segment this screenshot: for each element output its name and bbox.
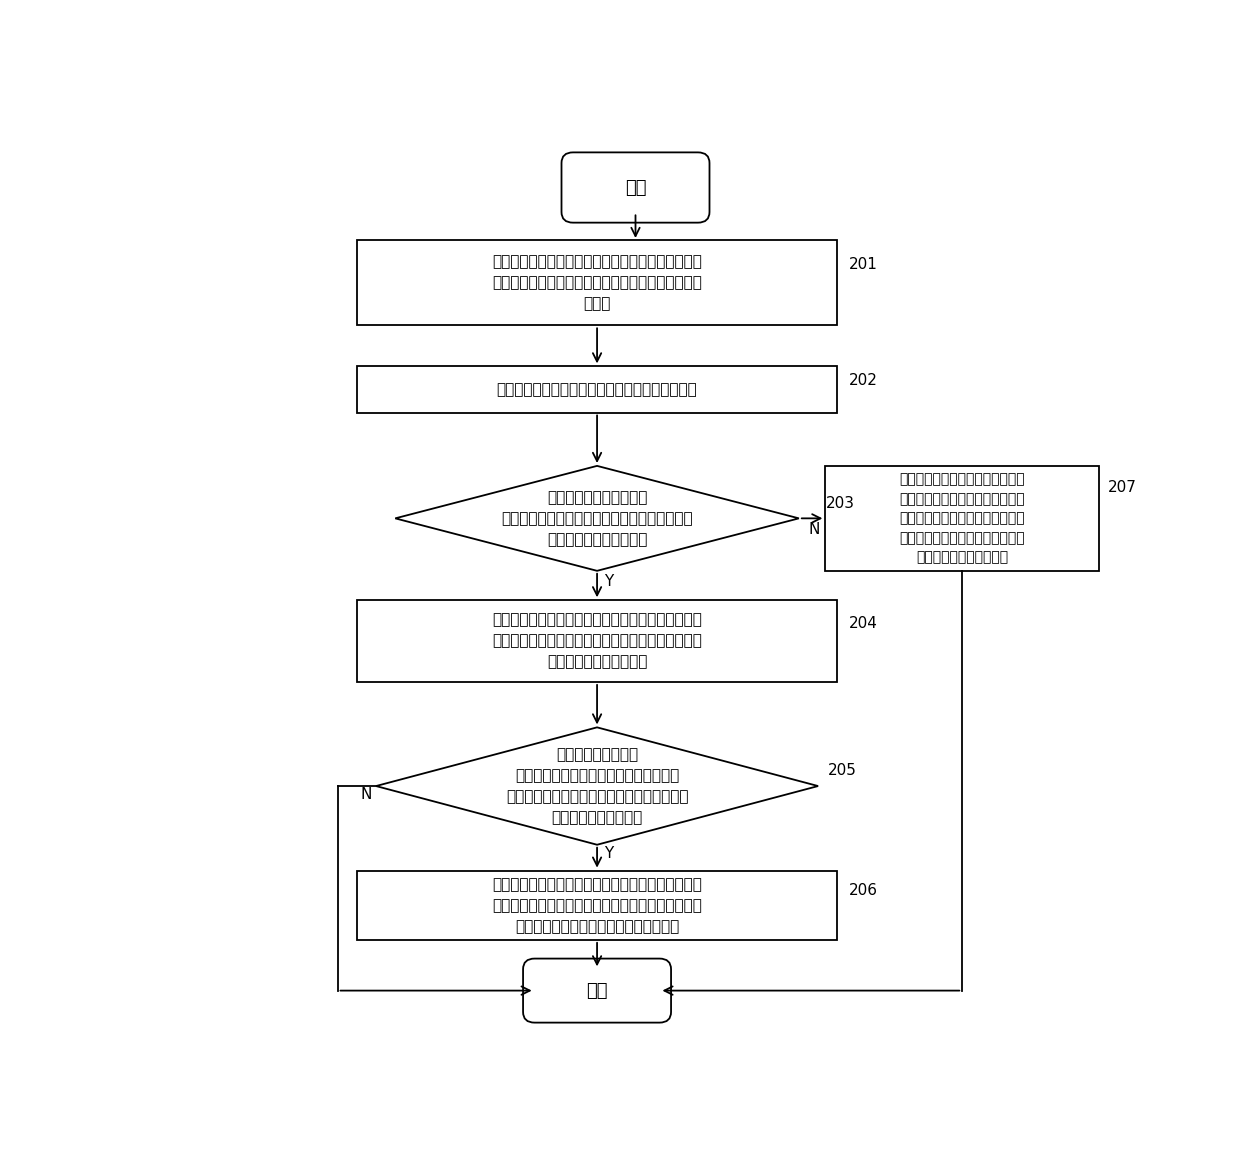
Bar [826,465,1099,571]
Polygon shape [396,465,799,571]
Text: 203: 203 [826,495,854,511]
Text: 后台服务器向闸机设备反馈第一成功匹配提示，以使
该闸机设备在接收到该第一成功匹配提示时，根据该
第一成功匹配提示控制其对应的闸门开启: 后台服务器向闸机设备反馈第一成功匹配提示，以使 该闸机设备在接收到该第一成功匹配… [492,877,702,933]
Text: 后台服务器接收蓝牙探测设备发送的蓝牙设备标识: 后台服务器接收蓝牙探测设备发送的蓝牙设备标识 [497,382,697,397]
Text: 206: 206 [849,882,878,897]
Text: 结束: 结束 [587,982,608,999]
Text: 202: 202 [849,373,878,388]
Text: 201: 201 [849,258,878,273]
Bar [357,871,837,940]
Bar [357,366,837,412]
FancyBboxPatch shape [523,959,671,1022]
FancyBboxPatch shape [562,152,709,223]
Text: Y: Y [604,847,613,862]
Text: 后台服务器根据蓝牙设备
标识判断预先创建的人脸数据库是否存在该蓝牙
设备标识对应的脸部特征: 后台服务器根据蓝牙设备 标识判断预先创建的人脸数据库是否存在该蓝牙 设备标识对应… [501,490,693,546]
Text: 204: 204 [849,616,878,631]
Text: 后台服务器接收闸机
设备发送的某一乘客的目标脸部特征，并
判断该目标脸部特征是否与优先识别数据库中
的某一脸部特征相匹配: 后台服务器接收闸机 设备发送的某一乘客的目标脸部特征，并 判断该目标脸部特征是否… [506,747,688,825]
Text: 205: 205 [828,762,857,777]
Bar [357,240,837,325]
Text: 蓝牙探测设备识别在预设可识别区域范围内的移动设
备的蓝牙设备标识，并将该蓝牙设备标识发送至后台
服务器: 蓝牙探测设备识别在预设可识别区域范围内的移动设 备的蓝牙设备标识，并将该蓝牙设备… [492,254,702,311]
Bar [357,601,837,681]
Text: N: N [361,788,372,803]
Text: 后台服务器从预先创建的人脸数据库中筛选该蓝牙设
备标识对应的脸部特征，以及将该脸部特征存储至预
先创建的优先识别数据库: 后台服务器从预先创建的人脸数据库中筛选该蓝牙设 备标识对应的脸部特征，以及将该脸… [492,612,702,670]
Text: Y: Y [604,574,613,589]
Polygon shape [376,728,818,844]
Text: 207: 207 [1109,479,1137,494]
Text: 开始: 开始 [625,179,646,196]
Text: 后台服务器向蓝牙设备标识对应的
移动设备发送特征采集提示，以使
蓝牙设备标识对应的移动设备根据
该特征采集提示采集该蓝牙设备标
识对应的乘客的脸部特征: 后台服务器向蓝牙设备标识对应的 移动设备发送特征采集提示，以使 蓝牙设备标识对应… [899,472,1025,565]
Text: N: N [808,522,820,537]
